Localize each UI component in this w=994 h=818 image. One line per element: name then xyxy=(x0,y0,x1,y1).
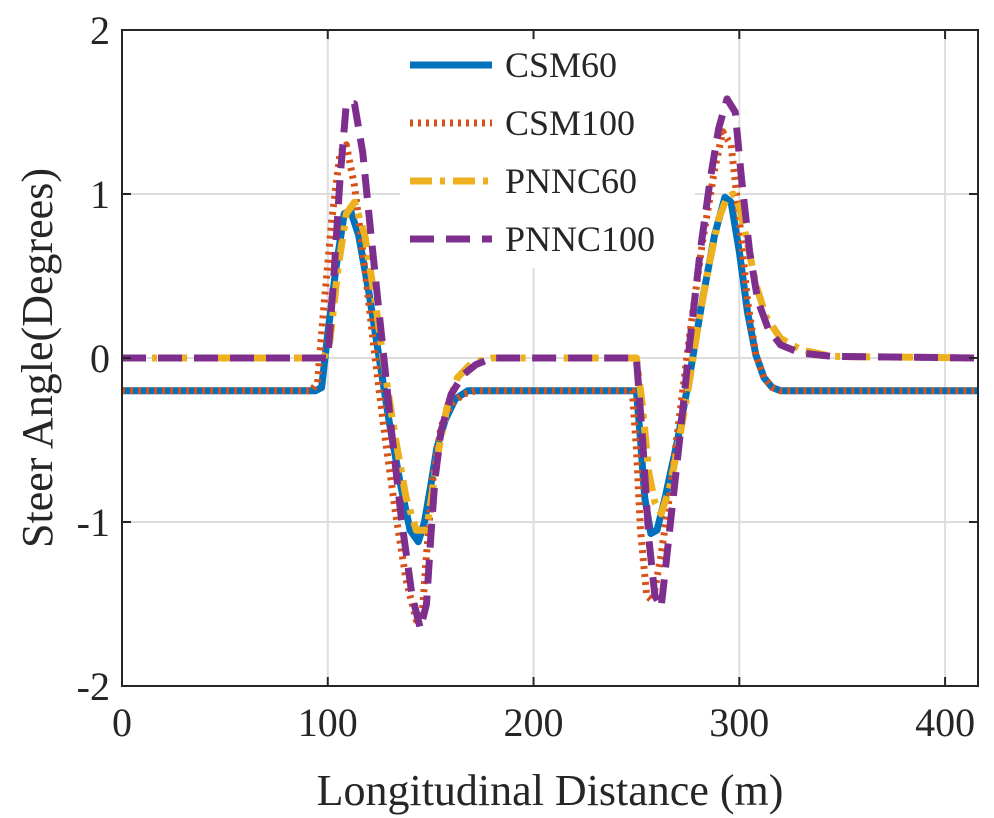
axis-ticks xyxy=(121,29,978,687)
y-tick-label: 2 xyxy=(90,8,110,53)
x-tick-label: 0 xyxy=(112,700,132,745)
y-tick-label: -2 xyxy=(77,664,110,709)
x-tick-label: 200 xyxy=(504,700,564,745)
y-tick-label: 1 xyxy=(90,172,110,217)
x-tick-label: 400 xyxy=(915,700,975,745)
y-tick-label: 0 xyxy=(90,336,110,381)
legend-box xyxy=(400,40,695,268)
legend: CSM60 CSM100 PNNC60 PNNC100 xyxy=(400,40,695,268)
x-tick-label: 100 xyxy=(298,700,358,745)
legend-label-csm60: CSM60 xyxy=(505,45,617,85)
plot-area xyxy=(122,95,978,633)
legend-label-csm100: CSM100 xyxy=(505,103,635,143)
y-tick-label: -1 xyxy=(77,500,110,545)
legend-label-pnnc100: PNNC100 xyxy=(505,219,655,259)
series-line-csm100 xyxy=(122,128,978,624)
series-line-pnnc100 xyxy=(122,95,978,633)
x-tick-label: 300 xyxy=(709,700,769,745)
series-layer xyxy=(122,95,978,633)
y-axis-title: Steer Angle(Degrees) xyxy=(13,168,62,548)
tick-labels: 0 100 200 300 400 -2 -1 0 1 2 xyxy=(77,8,975,745)
legend-label-pnnc60: PNNC60 xyxy=(505,161,637,201)
x-axis-title: Longitudinal Distance (m) xyxy=(317,766,784,815)
series-line-csm60 xyxy=(122,193,978,546)
